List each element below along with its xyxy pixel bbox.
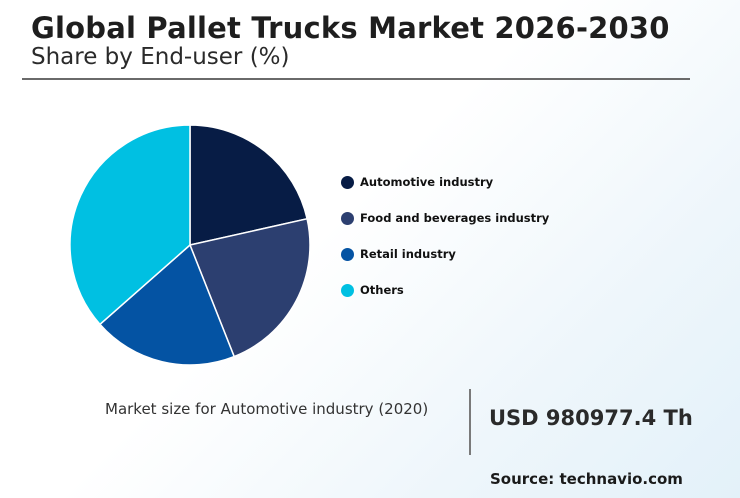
legend-item: Automotive industry [341, 173, 549, 191]
legend-label: Retail industry [360, 247, 456, 261]
legend-label: Food and beverages industry [360, 211, 550, 225]
legend-swatch [341, 211, 354, 225]
legend-swatch [341, 283, 354, 297]
kpi-label: Market size for Automotive industry (202… [105, 400, 429, 418]
pie-slice-automotive-industry [189, 124, 309, 246]
kpi-value: USD 980977.4 Th [489, 406, 693, 430]
legend-swatch [341, 175, 354, 189]
legend-label: Others [360, 283, 404, 297]
chart-legend: Automotive industry Food and beverages in… [341, 173, 549, 317]
pie-slice-others [69, 124, 191, 326]
pie-slice-food-and-beverages-industry [188, 217, 311, 358]
legend-label: Automotive industry [360, 175, 494, 189]
chart-title: Global Pallet Trucks Market 2026-2030 [31, 11, 670, 45]
legend-item: Others [341, 281, 549, 299]
legend-item: Retail industry [341, 245, 549, 263]
chart-subtitle: Share by End-user (%) [31, 44, 290, 70]
title-divider [22, 78, 690, 80]
kpi-divider [469, 389, 471, 455]
source-note: Source: technavio.com [490, 470, 683, 488]
legend-item: Food and beverages industry [341, 209, 549, 227]
legend-swatch [341, 247, 354, 261]
pie-slice-retail-industry [98, 243, 236, 366]
